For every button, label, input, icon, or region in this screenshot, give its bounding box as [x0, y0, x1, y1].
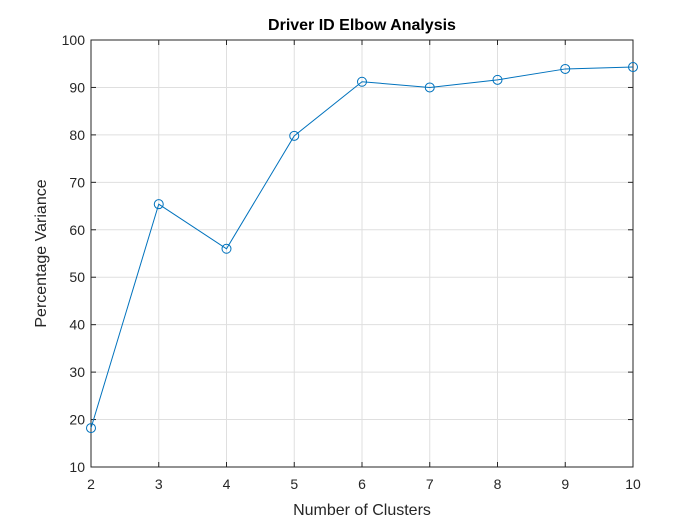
- series-line: [90, 66, 634, 429]
- y-tick-label: 90: [69, 79, 85, 95]
- x-axis-label: Number of Clusters: [293, 502, 431, 519]
- y-tick-label: 50: [69, 269, 85, 285]
- x-tick-label: 6: [358, 476, 366, 492]
- data-point: [289, 130, 300, 141]
- data-point: [86, 423, 96, 434]
- data-point: [153, 199, 164, 210]
- y-tick-label: 10: [69, 459, 85, 475]
- axes: 2 3 4 5 6 7 8 9 10 10 20 30 40 50 60 70 80 90 100: [62, 32, 641, 492]
- y-tick-label: 60: [69, 222, 85, 238]
- x-tick-label: 9: [561, 476, 569, 492]
- y-tick-label: 20: [69, 412, 85, 428]
- data-point: [424, 82, 435, 93]
- x-tick-label: 3: [155, 476, 163, 492]
- series-group: [86, 62, 638, 434]
- data-point: [357, 76, 367, 87]
- data-point: [628, 62, 638, 73]
- y-tick-label: 70: [69, 174, 85, 190]
- x-tick-label: 7: [426, 476, 434, 492]
- y-tick-label: 80: [69, 127, 85, 143]
- x-tick-label: 2: [87, 476, 95, 492]
- data-point: [560, 63, 571, 74]
- y-tick-label: 100: [62, 32, 86, 48]
- x-tick-label: 10: [625, 476, 641, 492]
- chart-title: Driver ID Elbow Analysis: [268, 17, 456, 34]
- x-tick-label: 4: [223, 476, 231, 492]
- y-tick-label: 30: [69, 364, 85, 380]
- y-tick-label: 40: [69, 317, 85, 333]
- y-axis-label: Percentage Variance: [33, 179, 50, 327]
- data-point: [221, 243, 232, 254]
- x-tick-label: 8: [494, 476, 502, 492]
- data-point: [492, 74, 503, 85]
- x-tick-label: 5: [290, 476, 298, 492]
